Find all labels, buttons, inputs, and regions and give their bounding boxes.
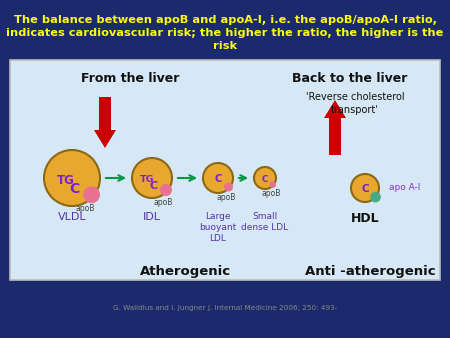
Text: VLDL: VLDL [58,212,86,222]
Text: Anti -atherogenic: Anti -atherogenic [305,265,435,278]
Text: C: C [150,180,158,191]
Text: Large
buoyant
LDL: Large buoyant LDL [199,212,237,243]
Text: TG: TG [140,175,155,185]
Circle shape [83,186,100,203]
Text: C: C [361,185,369,194]
Text: risk: risk [213,41,237,51]
Polygon shape [94,97,116,148]
Circle shape [160,184,172,196]
Polygon shape [324,100,346,155]
Text: C: C [70,182,80,196]
Text: Atherogenic: Atherogenic [140,265,230,278]
Text: Back to the liver: Back to the liver [292,72,408,85]
Text: 'Reverse cholesterol
transport': 'Reverse cholesterol transport' [306,92,404,115]
Circle shape [132,158,172,198]
Text: HDL: HDL [351,212,379,225]
Text: apoB: apoB [261,189,281,198]
Text: apo A-I: apo A-I [389,184,420,193]
Text: Small
dense LDL: Small dense LDL [242,212,288,232]
Circle shape [224,183,233,192]
Text: TG: TG [57,174,75,187]
Circle shape [203,163,233,193]
Text: G. Walldius and I. Jungner J. Internal Medicine 2006; 250: 493-: G. Walldius and I. Jungner J. Internal M… [113,305,337,311]
Text: indicates cardiovascular risk; the higher the ratio, the higher is the: indicates cardiovascular risk; the highe… [6,28,444,38]
FancyBboxPatch shape [10,60,440,280]
Text: apoB: apoB [75,204,94,213]
Text: apoB: apoB [216,193,236,202]
Text: The balance between apoB and apoA-I, i.e. the apoB/apoA-I ratio,: The balance between apoB and apoA-I, i.e… [14,15,436,25]
Circle shape [351,174,379,202]
Circle shape [254,167,276,189]
Text: C: C [214,174,222,185]
Text: IDL: IDL [143,212,161,222]
Circle shape [44,150,100,206]
Circle shape [370,192,381,202]
Circle shape [270,181,276,188]
Text: From the liver: From the liver [81,72,179,85]
Text: C: C [262,175,268,184]
Text: apoB: apoB [153,198,173,207]
